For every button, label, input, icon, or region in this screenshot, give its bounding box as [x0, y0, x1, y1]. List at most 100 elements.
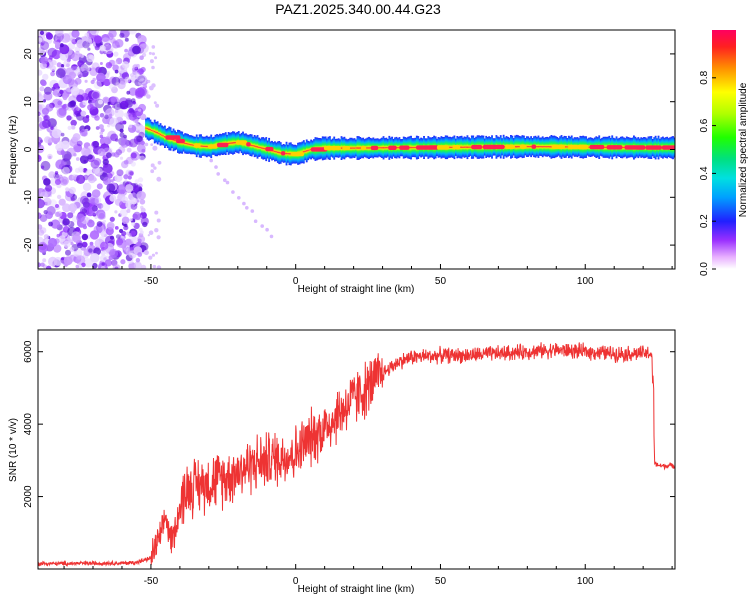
noise-blob [156, 235, 161, 240]
noise-blob [130, 73, 134, 77]
noise-blob [47, 138, 54, 144]
noise-blob [38, 224, 43, 230]
noise-blob [48, 171, 56, 179]
snr-y-axis: 2000 4000 6000 [23, 340, 675, 508]
noise-blob [55, 30, 64, 37]
noise-blob [68, 71, 77, 80]
noise-blob [132, 45, 141, 55]
y-tick-label: 6000 [23, 340, 34, 363]
noise-blob [125, 247, 131, 253]
noise-blob [55, 204, 59, 208]
noise-blob [81, 241, 88, 248]
colorbar-tick-label: 0.6 [699, 118, 710, 132]
noise-blob [113, 101, 122, 111]
noise-blob [40, 56, 49, 65]
noise-blob [70, 242, 74, 246]
noise-blob [54, 179, 61, 185]
snr-y-label: SNR (10 * v/v) [8, 418, 19, 482]
spectrogram-ridge [145, 117, 675, 166]
noise-blob [70, 119, 77, 127]
noise-blob [93, 35, 102, 44]
ridge-slice [253, 135, 256, 158]
noise-blob [124, 37, 129, 42]
ridge-slice [588, 137, 590, 157]
noise-blob [108, 113, 113, 118]
noise-blob [102, 116, 110, 124]
ridge-slice [234, 133, 237, 153]
noise-blob [82, 40, 90, 49]
noise-blob [131, 236, 138, 244]
colorbar-label: Normalized spectral amplitude [738, 82, 749, 217]
noise-blob [69, 247, 75, 252]
noise-blob [94, 115, 100, 121]
y-tick-label: 4000 [23, 413, 34, 436]
noise-blob [94, 45, 100, 51]
noise-blob [106, 200, 112, 205]
noise-blob [50, 126, 54, 130]
noise-blob [153, 166, 157, 170]
noise-blob [88, 205, 99, 216]
noise-blob [132, 213, 138, 220]
noise-blob [42, 258, 47, 263]
noise-blob [118, 97, 129, 107]
noise-blob [56, 62, 62, 68]
noise-blob [38, 241, 47, 251]
ridge-slice [450, 137, 453, 158]
colorbar-tick-label: 0.8 [699, 70, 710, 84]
noise-blob [79, 129, 88, 137]
noise-blob [38, 111, 41, 117]
noise-blob [81, 233, 89, 241]
ridge-slice [541, 136, 544, 158]
noise-blob [114, 109, 124, 119]
faint-trace-point [265, 227, 269, 232]
noise-blob [53, 88, 62, 97]
noise-blob [90, 253, 100, 263]
noise-blob [129, 138, 138, 148]
noise-blob [38, 116, 43, 123]
ridge-slice [148, 117, 150, 141]
noise-blob [129, 246, 134, 251]
noise-blob [43, 86, 52, 95]
noise-blob [115, 82, 120, 87]
noise-blob [47, 47, 57, 58]
noise-blob [107, 101, 111, 105]
ridge-core [342, 145, 350, 151]
noise-blob [142, 52, 147, 58]
noise-blob [54, 41, 61, 47]
noise-blob [137, 86, 147, 97]
noise-blob [86, 54, 95, 63]
noise-blob [82, 182, 92, 192]
ridge-slice [350, 137, 353, 159]
noise-blob [109, 194, 117, 202]
noise-blob [39, 191, 48, 200]
ridge-core [235, 140, 248, 145]
noise-blob [138, 108, 142, 112]
noise-blob [124, 76, 131, 83]
noise-blob [38, 243, 48, 253]
faint-trace-point [260, 224, 265, 228]
noise-blob [60, 257, 65, 261]
ridge-slice [518, 135, 521, 158]
noise-blob [135, 72, 140, 77]
ridge-slice [352, 138, 355, 158]
faint-trace-point [225, 180, 230, 185]
noise-blob [38, 212, 42, 219]
ridge-slice [459, 136, 462, 159]
noise-blob [139, 199, 146, 205]
noise-blob [67, 125, 72, 130]
ridge-slice [172, 128, 175, 152]
ridge-slice [468, 137, 470, 157]
ridge-slice [255, 136, 258, 157]
noise-blob [138, 43, 149, 54]
noise-blob [42, 73, 49, 81]
ridge-slice [365, 138, 368, 158]
ridge-slice [155, 121, 158, 143]
noise-blob [76, 107, 80, 111]
ridge-slice [463, 136, 466, 158]
snr-panel: -50 0 50 100 2000 4000 6000 Height of straigh… [8, 329, 676, 595]
ridge-core [193, 143, 201, 148]
ridge-core [589, 144, 605, 150]
noise-blob [38, 197, 42, 201]
noise-blob [121, 196, 129, 204]
ridge-slice [230, 132, 233, 154]
